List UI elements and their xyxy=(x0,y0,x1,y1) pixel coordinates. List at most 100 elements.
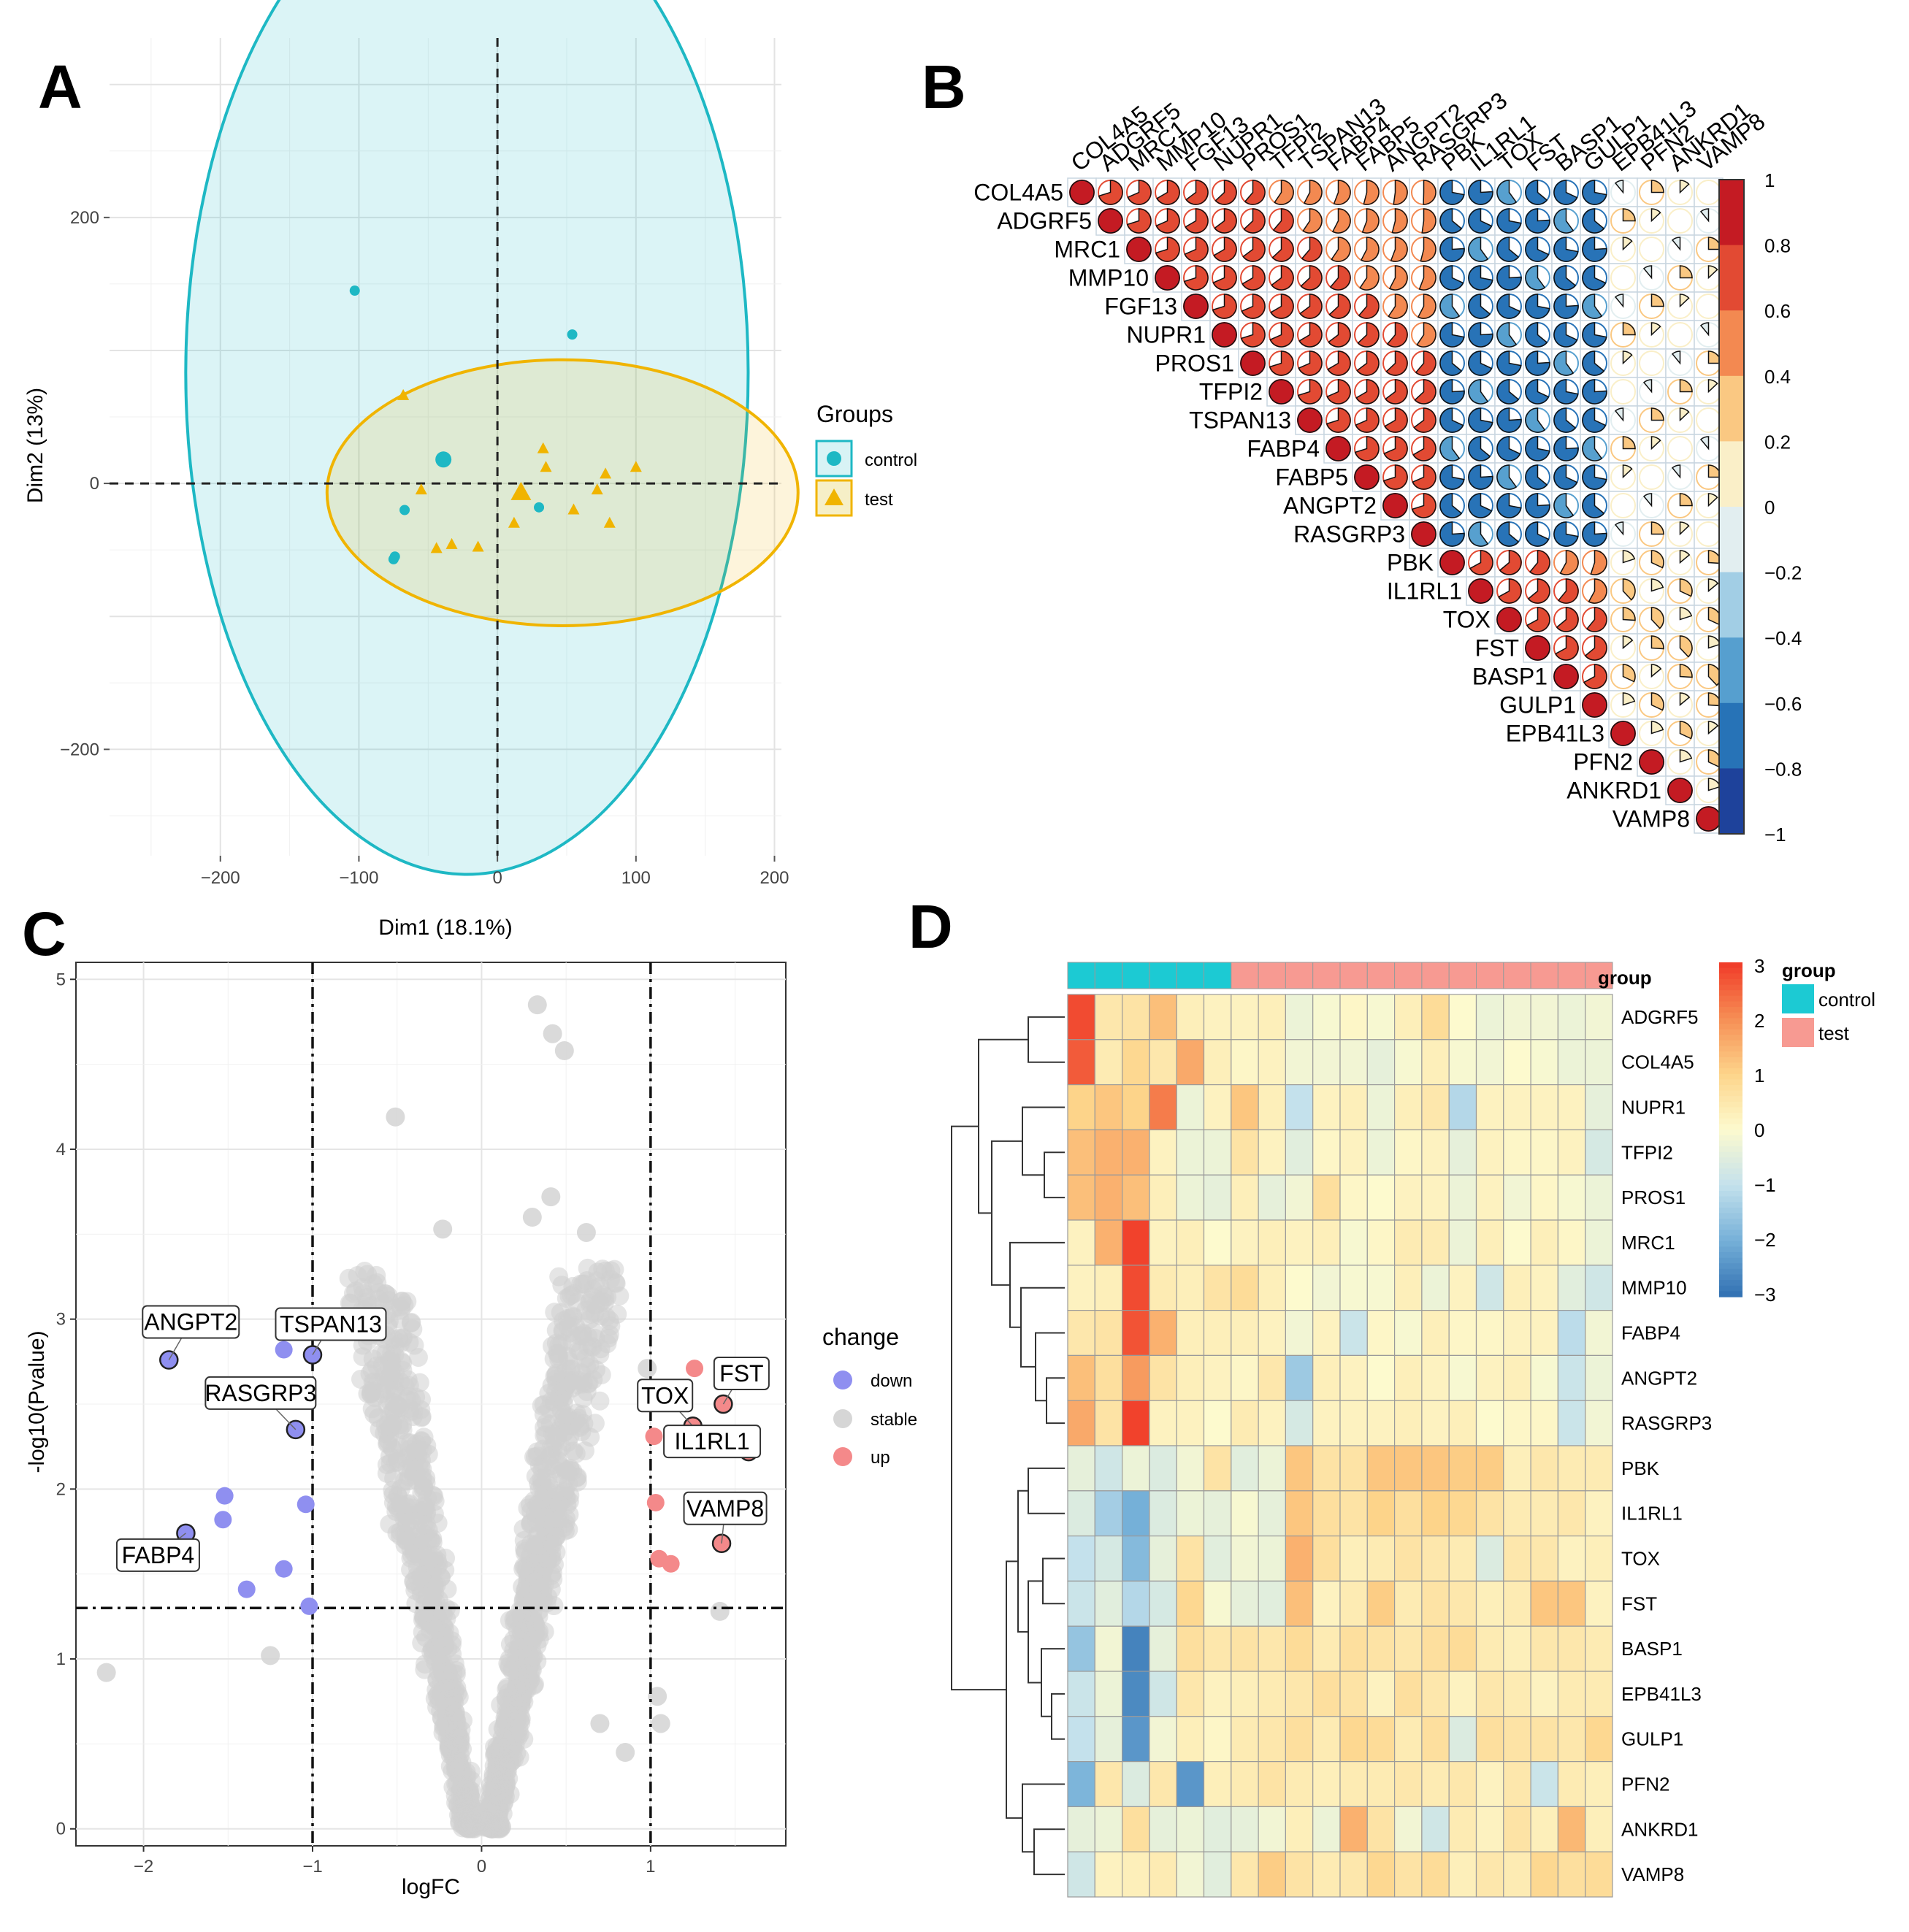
heat-cell xyxy=(1339,1084,1368,1130)
corr-pie xyxy=(1359,265,1380,291)
corr-pie xyxy=(1590,550,1607,575)
x-tick-label: 0 xyxy=(477,1857,486,1877)
gene-label-box xyxy=(115,1538,200,1572)
heat-row-label-adgrf5: ADGRF5 xyxy=(1621,1006,1698,1028)
point-stable xyxy=(519,1660,538,1679)
corr-pie xyxy=(1707,265,1718,280)
corr-pie xyxy=(1382,464,1408,490)
colorbar-step xyxy=(1719,1196,1742,1203)
point-stable xyxy=(541,1187,561,1207)
heat-cell xyxy=(1285,1671,1314,1717)
point-stable xyxy=(363,1349,383,1369)
corr-pie xyxy=(1650,664,1662,678)
dendro-branch xyxy=(1020,1287,1065,1368)
heat-row-label-basp1: BASP1 xyxy=(1621,1638,1683,1660)
corr-pie xyxy=(1439,180,1465,205)
colorbar-step xyxy=(1719,1018,1742,1024)
point-stable xyxy=(648,1687,667,1706)
heat-cell xyxy=(1285,1445,1314,1492)
heat-cell xyxy=(1448,1761,1477,1808)
heat-cell xyxy=(1503,1806,1531,1852)
heat-cell xyxy=(1585,1265,1613,1311)
corr-pie xyxy=(1385,379,1408,405)
point-stable xyxy=(549,1349,569,1369)
heat-cell xyxy=(1094,1761,1123,1808)
corr-pie xyxy=(1184,237,1209,262)
point-test xyxy=(540,461,552,472)
corr-pie xyxy=(1468,521,1489,547)
point-test xyxy=(537,442,549,453)
heat-cell xyxy=(1530,1490,1559,1537)
heat-cell xyxy=(1176,1219,1205,1266)
dendro-branch xyxy=(991,1140,1022,1286)
corr-pie xyxy=(1650,180,1664,193)
heat-cell xyxy=(1530,1625,1559,1672)
point-stable xyxy=(397,1459,417,1479)
corr-pie-outline xyxy=(1667,322,1693,348)
panel-c-legend: change down stable up xyxy=(822,1324,917,1468)
gene-label-fst: FST xyxy=(719,1360,763,1387)
heat-cell xyxy=(1557,1580,1586,1627)
heat-cell xyxy=(1149,1671,1177,1717)
colorbar-step xyxy=(1719,1107,1742,1113)
heat-cell xyxy=(1475,1265,1504,1311)
panel-a-ylabel: Dim2 (13%) xyxy=(23,388,47,503)
corr-pie xyxy=(1622,635,1634,650)
legend-label-test: test xyxy=(865,490,893,510)
heat-cell xyxy=(1448,1536,1477,1582)
heat-cell xyxy=(1366,1129,1396,1176)
dendro-branch xyxy=(1009,1241,1065,1328)
corr-pie-outline xyxy=(1696,180,1721,205)
corr-pie xyxy=(1241,294,1266,319)
heat-cell xyxy=(1530,1761,1559,1808)
heat-cell xyxy=(1231,1354,1259,1401)
heat-cell xyxy=(1258,1671,1286,1717)
heat-cell xyxy=(1149,1851,1177,1898)
colorbar-step xyxy=(1719,973,1742,980)
point-stable xyxy=(569,1326,589,1346)
point-stable xyxy=(380,1453,400,1473)
point-stable xyxy=(543,1024,562,1043)
y-tick-label: 1 xyxy=(56,1649,66,1669)
heat-cell xyxy=(1149,1084,1177,1130)
heat-cell xyxy=(1094,1580,1123,1627)
heat-cell xyxy=(1448,1309,1477,1356)
gene-label-box xyxy=(683,1491,768,1525)
heat-cell xyxy=(1448,1265,1477,1311)
colorbar-step xyxy=(1719,1035,1742,1041)
heat-cell xyxy=(1312,994,1341,1040)
heat-cell xyxy=(1448,1580,1477,1627)
heat-cell xyxy=(1231,1580,1259,1627)
corr-pie xyxy=(1185,208,1209,234)
corr-pie xyxy=(1468,379,1489,405)
corr-pie xyxy=(1421,208,1436,234)
point-stable xyxy=(448,1752,468,1772)
corr-pie xyxy=(1418,265,1436,291)
heat-cell xyxy=(1312,1174,1341,1221)
heat-cell xyxy=(1557,1536,1586,1582)
point-down xyxy=(275,1560,293,1578)
heat-cell xyxy=(1393,1084,1423,1130)
heat-cell xyxy=(1094,1174,1123,1221)
legend-label-stable: stable xyxy=(871,1410,917,1430)
point-stable xyxy=(556,1480,575,1500)
heat-cell xyxy=(1530,1851,1559,1898)
heat-cell xyxy=(1067,1265,1095,1311)
heat-cell xyxy=(1203,1625,1232,1672)
corr-pie xyxy=(1526,607,1550,632)
colorbar-step xyxy=(1719,1285,1742,1292)
heat-cell xyxy=(1475,1490,1504,1537)
corr-pie xyxy=(1413,407,1436,433)
colorbar-step xyxy=(1719,1162,1742,1170)
heat-cell xyxy=(1585,1761,1613,1808)
heat-cell xyxy=(1258,1354,1286,1401)
corr-pie xyxy=(1650,721,1664,735)
corr-pie-outline xyxy=(1639,350,1664,376)
heat-cell xyxy=(1475,1129,1504,1176)
heat-cell xyxy=(1312,1309,1341,1356)
heat-cell xyxy=(1421,1309,1450,1356)
heat-cell xyxy=(1557,994,1586,1040)
point-stable xyxy=(638,1359,657,1379)
point-down xyxy=(297,1495,315,1514)
corr-pie xyxy=(1240,350,1266,376)
